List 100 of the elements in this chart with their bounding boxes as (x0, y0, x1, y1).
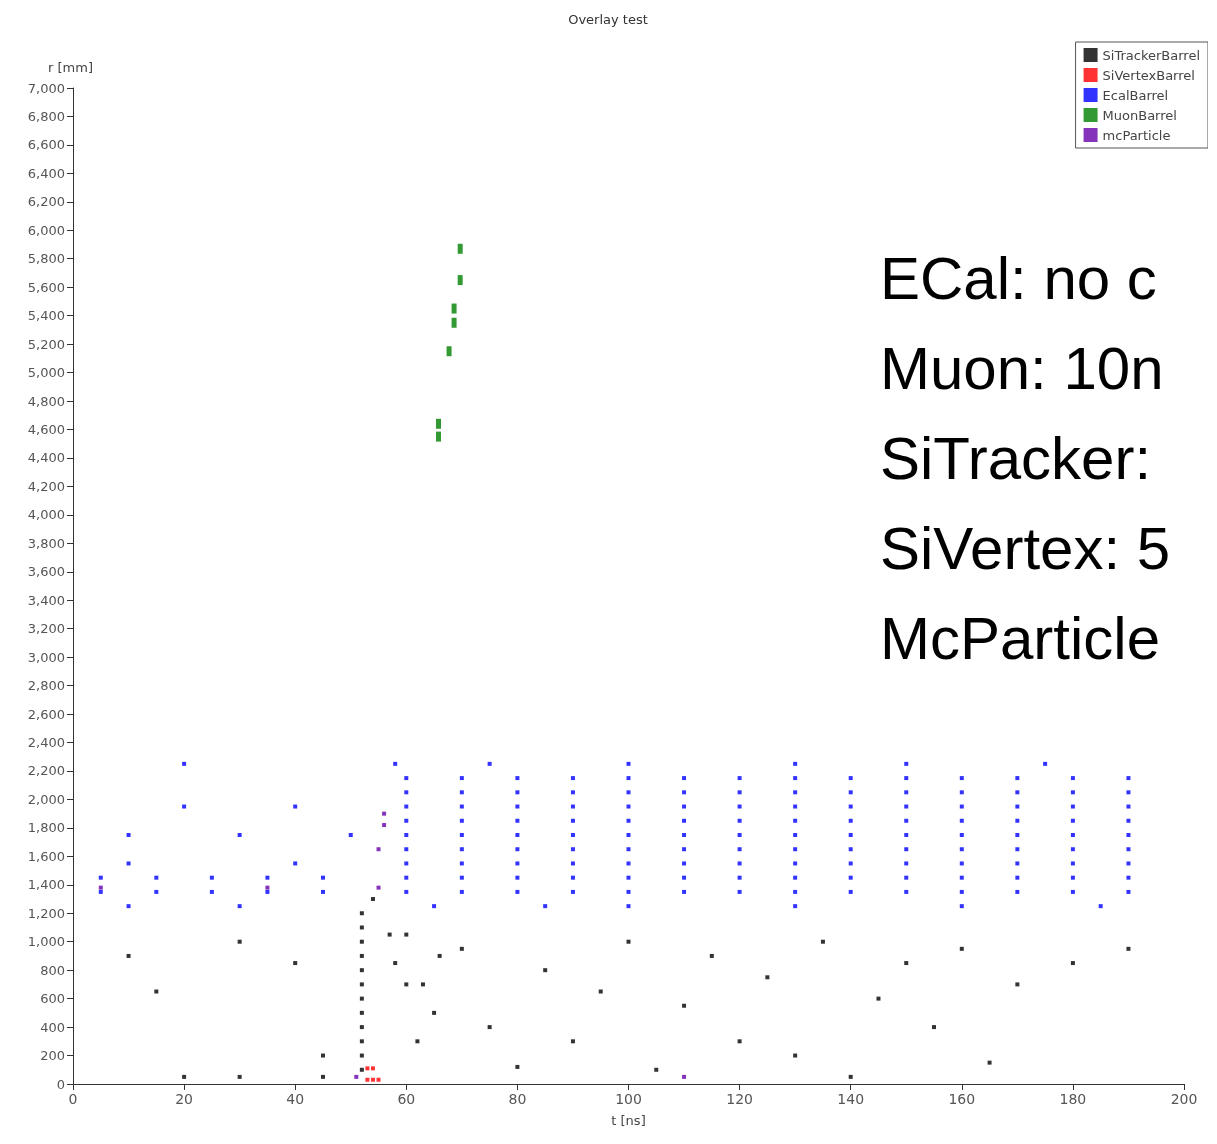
point (487, 1025, 492, 1030)
point (320, 1053, 325, 1058)
point (876, 996, 881, 1001)
y-tick-label: 4,400 (27, 450, 65, 466)
point (682, 1003, 687, 1008)
point (654, 1067, 659, 1072)
point (359, 1053, 364, 1058)
point (359, 1025, 364, 1030)
point (1070, 961, 1075, 966)
y-tick-label: 2,000 (27, 791, 65, 807)
x-axis-title: t [ns] (611, 1113, 646, 1128)
point (987, 1060, 992, 1065)
y-tick-label: 3,400 (27, 592, 65, 608)
annotation: SiVertex: 5 (880, 514, 1171, 582)
point (682, 1074, 687, 1079)
point (1015, 982, 1020, 987)
x-tick-label: 160 (948, 1091, 976, 1107)
point (354, 1074, 359, 1079)
x-tick-label: 180 (1059, 1091, 1087, 1107)
y-tick-label: 3,000 (27, 649, 65, 665)
y-tick-label: 6,000 (27, 222, 65, 238)
point (320, 1074, 325, 1079)
y-tick-label: 5,400 (27, 308, 65, 324)
point (387, 932, 392, 937)
legend-label: MuonBarrel (1102, 107, 1177, 123)
y-tick-label: 400 (40, 1019, 65, 1035)
y-tick-label: 4,000 (27, 507, 65, 523)
point (1126, 946, 1131, 951)
point (365, 1066, 370, 1071)
y-tick-label: 4,800 (27, 393, 65, 409)
point (182, 1074, 187, 1079)
point (437, 953, 442, 958)
point (359, 1039, 364, 1044)
y-tick-label: 7,000 (27, 80, 65, 96)
x-tick-label: 0 (68, 1091, 78, 1107)
legend-label: mcParticle (1102, 127, 1171, 143)
point (237, 1074, 242, 1079)
y-tick-label: 3,200 (27, 621, 65, 637)
point (737, 1039, 742, 1044)
x-tick-label: 140 (837, 1091, 865, 1107)
x-tick-label: 100 (615, 1091, 642, 1107)
y-tick-label: 2,800 (27, 678, 65, 694)
point (959, 946, 964, 951)
point (359, 911, 364, 916)
point (570, 1039, 575, 1044)
point (265, 885, 270, 890)
point (359, 1067, 364, 1072)
y-tick-label: 0 (56, 1076, 65, 1092)
annotation: McParticle (880, 604, 1161, 672)
point (370, 897, 375, 902)
y-tick-label: 200 (40, 1048, 65, 1064)
point (359, 982, 364, 987)
point (359, 996, 364, 1001)
point (432, 1010, 437, 1015)
point (293, 961, 298, 966)
point (382, 811, 387, 816)
y-tick-label: 6,400 (27, 165, 65, 181)
x-tick-label: 120 (726, 1091, 753, 1107)
legend-label: SiVertexBarrel (1102, 67, 1195, 83)
point (793, 1053, 798, 1058)
x-tick-label: 20 (175, 1091, 194, 1107)
legend-label: SiTrackerBarrel (1102, 47, 1201, 63)
point (376, 1077, 381, 1082)
y-tick-label: 800 (40, 962, 65, 978)
y-tick-label: 1,600 (27, 848, 65, 864)
y-tick-label: 3,800 (27, 535, 65, 551)
point (598, 989, 603, 994)
point (382, 823, 387, 828)
point (359, 925, 364, 930)
y-tick-label: 4,200 (27, 478, 65, 494)
annotation: Muon: 10n (880, 334, 1164, 402)
point (126, 953, 131, 958)
y-tick-label: 6,800 (27, 108, 65, 124)
y-tick-label: 5,000 (27, 365, 65, 381)
y-axis-title: r [mm] (48, 60, 93, 75)
y-tick-label: 1,800 (27, 820, 65, 836)
point (459, 946, 464, 951)
y-tick-label: 5,200 (27, 336, 65, 352)
point (515, 1064, 520, 1069)
y-tick-label: 2,200 (27, 763, 65, 779)
y-tick-label: 1,000 (27, 934, 65, 950)
point (359, 939, 364, 944)
y-tick-label: 2,400 (27, 735, 65, 751)
y-tick-label: 3,600 (27, 564, 65, 580)
point (904, 961, 909, 966)
x-tick-label: 40 (286, 1091, 305, 1107)
point (376, 847, 381, 852)
point (359, 968, 364, 973)
point (359, 1010, 364, 1015)
annotation: SiTracker: (880, 424, 1152, 492)
x-tick-label: 80 (508, 1091, 527, 1107)
point (848, 1074, 853, 1079)
legend-label: EcalBarrel (1102, 87, 1169, 103)
x-tick-label: 60 (397, 1091, 416, 1107)
point (98, 885, 103, 890)
point (154, 989, 159, 994)
y-tick-label: 6,200 (27, 194, 65, 210)
y-tick-label: 2,600 (27, 706, 65, 722)
y-tick-label: 1,200 (27, 905, 65, 921)
y-tick-label: 5,600 (27, 279, 65, 295)
